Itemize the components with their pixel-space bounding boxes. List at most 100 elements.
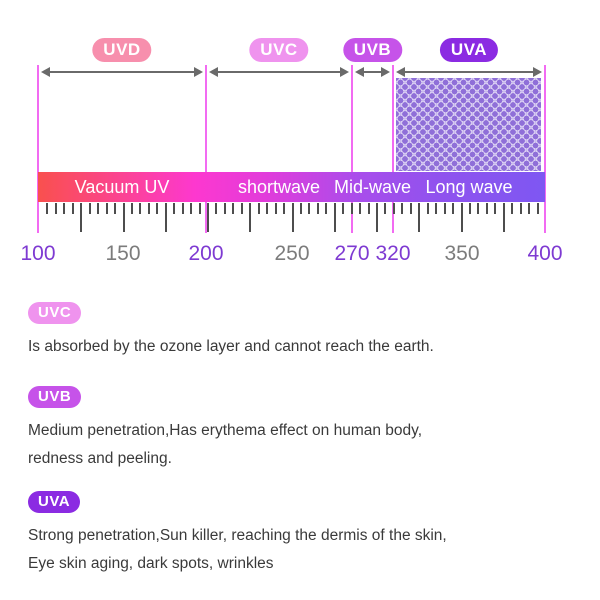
- scale-number-320: 320: [375, 242, 411, 265]
- ruler-tick: [426, 203, 429, 214]
- ruler-tick: [80, 203, 83, 232]
- ruler-tick: [257, 203, 260, 214]
- description-line: redness and peeling.: [28, 450, 172, 467]
- ruler-tick: [325, 203, 328, 214]
- ruler-tick: [215, 203, 218, 214]
- description-pill-uva: UVA: [28, 491, 81, 513]
- description-line: Is absorbed by the ozone layer and canno…: [28, 338, 434, 355]
- arrowhead-right-icon: [340, 67, 349, 77]
- description-text: Strong penetration,Sun killer, reaching …: [28, 522, 447, 578]
- ruler-tick: [418, 203, 421, 232]
- ruler-tick: [392, 203, 395, 214]
- boundary-line: [351, 65, 353, 233]
- scale-number-200: 200: [188, 242, 224, 265]
- ruler-tick: [308, 203, 311, 214]
- description-line: Strong penetration,Sun killer, reaching …: [28, 527, 447, 544]
- boundary-line: [37, 65, 39, 233]
- spectrum-bar: [38, 172, 545, 202]
- ruler-tick: [147, 203, 150, 214]
- ruler-tick: [333, 203, 336, 232]
- ruler-tick: [130, 203, 133, 214]
- arrowhead-left-icon: [41, 67, 50, 77]
- ruler-tick: [291, 203, 294, 232]
- ruler-tick: [283, 203, 286, 214]
- arrowhead-right-icon: [533, 67, 542, 77]
- description-pill-uvc: UVC: [28, 302, 82, 324]
- description-pill-uvb: UVB: [28, 386, 82, 408]
- ruler-tick: [519, 203, 522, 214]
- arrow-shaft: [48, 71, 196, 73]
- arrow-shaft: [403, 71, 535, 73]
- description-text: Is absorbed by the ozone layer and canno…: [28, 333, 434, 361]
- bar-segment-label-uvb: Mid-wave: [333, 177, 412, 197]
- ruler-tick: [536, 203, 539, 214]
- scale-number-250: 250: [274, 242, 310, 265]
- ruler-tick: [240, 203, 243, 214]
- ruler-tick: [164, 203, 167, 232]
- arrow-shaft: [216, 71, 342, 73]
- halftone-pattern: [396, 78, 541, 171]
- arrowhead-left-icon: [396, 67, 405, 77]
- ruler-tick: [198, 203, 201, 214]
- ruler-tick: [443, 203, 446, 214]
- ruler-tick: [207, 203, 209, 232]
- description-section-uva: UVA Strong penetration,Sun killer, reachi…: [28, 491, 447, 578]
- ruler-tick: [156, 203, 159, 214]
- ruler-tick: [232, 203, 235, 214]
- ruler-tick: [316, 203, 319, 214]
- scale-number-270: 270: [334, 242, 370, 265]
- arrowhead-right-icon: [381, 67, 390, 77]
- ruler-tick: [452, 203, 455, 214]
- ruler-tick: [460, 203, 463, 232]
- ruler-tick: [359, 203, 362, 214]
- range-arrow-uvb: [355, 67, 390, 77]
- ruler-tick: [105, 203, 108, 214]
- band-pill-uva: UVA: [439, 38, 499, 62]
- ruler-tick: [342, 203, 345, 214]
- ruler-tick: [502, 203, 505, 232]
- ruler-tick: [409, 203, 412, 214]
- description-line: Medium penetration,Has erythema effect o…: [28, 422, 423, 439]
- ruler-tick: [367, 203, 370, 214]
- range-arrow-uvc: [209, 67, 349, 77]
- ruler-tick: [114, 203, 117, 214]
- ruler-tick: [435, 203, 438, 214]
- ruler-tick: [528, 203, 531, 214]
- ruler-tick: [477, 203, 480, 214]
- ruler-tick: [468, 203, 471, 214]
- boundary-line: [544, 65, 546, 233]
- ruler-tick: [494, 203, 497, 214]
- scale-number-400: 400: [527, 242, 563, 265]
- ruler-tick: [122, 203, 125, 232]
- bar-segment-label-uva: Long wave: [425, 177, 513, 197]
- ruler-tick: [190, 203, 193, 214]
- ruler-tick: [299, 203, 302, 214]
- bar-segment-label-uvc: shortwave: [237, 177, 321, 197]
- ruler-tick: [249, 203, 252, 232]
- ruler-tick: [485, 203, 488, 214]
- ruler-tick: [266, 203, 269, 214]
- ruler-tick: [88, 203, 91, 214]
- scale-number-100: 100: [20, 242, 56, 265]
- ruler-tick: [401, 203, 404, 214]
- arrowhead-left-icon: [355, 67, 364, 77]
- ruler-tick: [71, 203, 74, 214]
- arrowhead-right-icon: [194, 67, 203, 77]
- ruler-tick: [97, 203, 100, 214]
- band-pill-uvb: UVB: [342, 38, 403, 62]
- ruler-tick: [274, 203, 277, 214]
- ruler-tick: [181, 203, 184, 214]
- boundary-line: [392, 65, 394, 233]
- scale-number-350: 350: [444, 242, 480, 265]
- ruler-tick: [139, 203, 142, 214]
- band-pill-uvc: UVC: [249, 38, 309, 62]
- description-text: Medium penetration,Has erythema effect o…: [28, 417, 422, 473]
- description-section-uvc: UVC Is absorbed by the ozone layer and ca…: [28, 302, 434, 361]
- description-section-uvb: UVB Medium penetration,Has erythema effec…: [28, 386, 422, 473]
- ruler-tick: [46, 203, 49, 214]
- arrow-shaft: [362, 71, 383, 73]
- arrowhead-left-icon: [209, 67, 218, 77]
- ruler-tick: [173, 203, 176, 214]
- band-pill-uvd: UVD: [92, 38, 152, 62]
- boundary-line: [205, 65, 207, 233]
